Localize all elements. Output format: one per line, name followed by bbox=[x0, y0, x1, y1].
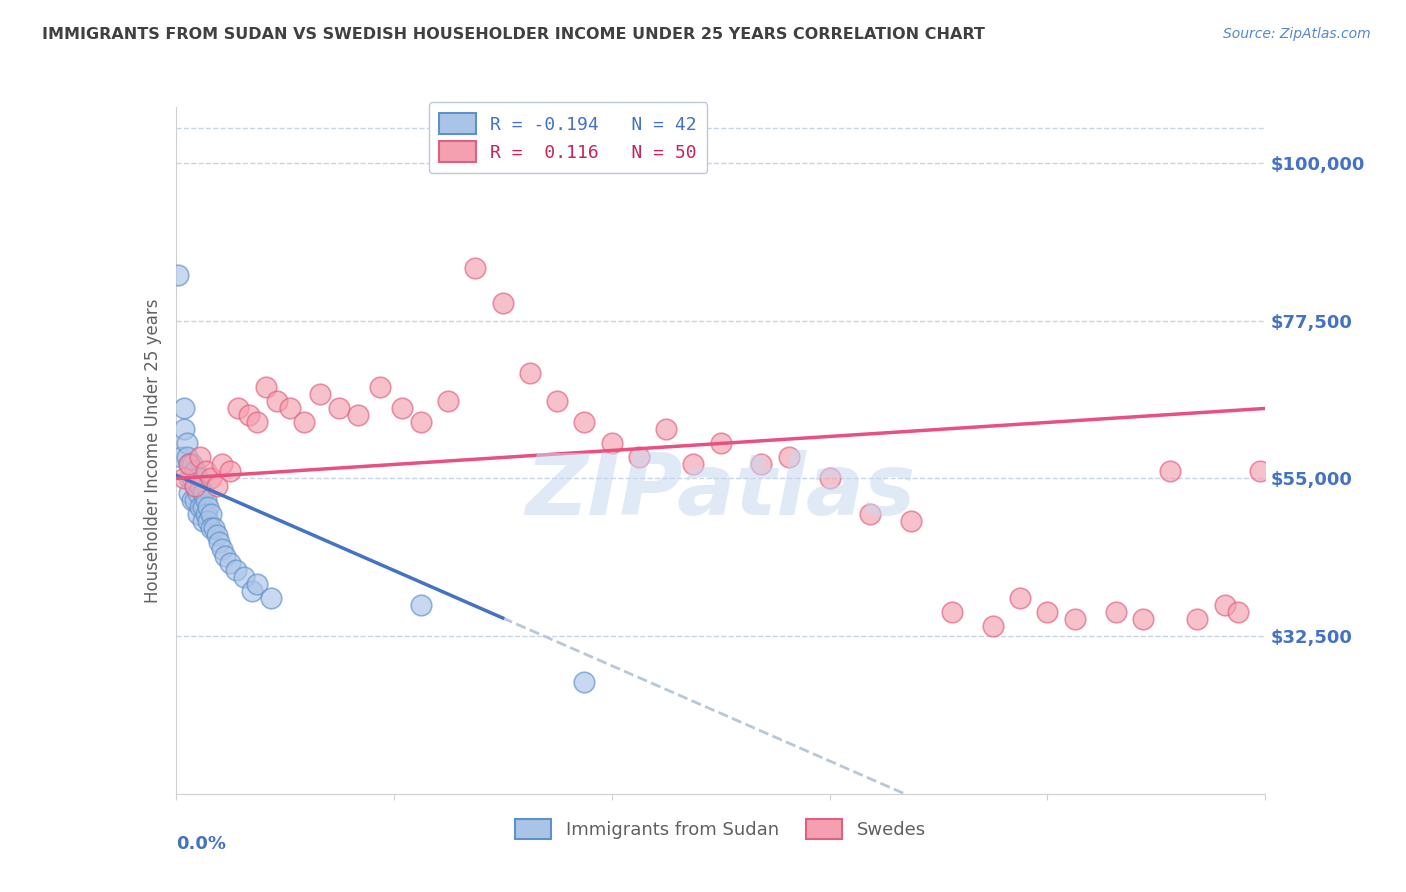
Y-axis label: Householder Income Under 25 years: Householder Income Under 25 years bbox=[143, 298, 162, 603]
Point bbox=[492, 296, 515, 310]
Point bbox=[186, 471, 209, 485]
Point bbox=[197, 514, 219, 528]
Point bbox=[219, 556, 242, 570]
Point bbox=[409, 416, 432, 430]
Point bbox=[574, 674, 596, 689]
Point bbox=[1187, 612, 1209, 626]
Point bbox=[368, 380, 391, 394]
Point bbox=[309, 387, 332, 401]
Text: ZIPatlas: ZIPatlas bbox=[526, 450, 915, 533]
Point bbox=[214, 549, 236, 563]
Point bbox=[682, 458, 704, 472]
Point bbox=[347, 409, 370, 423]
Point bbox=[194, 492, 217, 507]
Point bbox=[254, 380, 277, 394]
Text: 0.0%: 0.0% bbox=[176, 835, 226, 853]
Point bbox=[176, 436, 198, 450]
Point bbox=[238, 409, 260, 423]
Point bbox=[260, 591, 283, 605]
Point bbox=[266, 394, 288, 409]
Point bbox=[519, 367, 541, 381]
Point bbox=[181, 492, 204, 507]
Point bbox=[655, 422, 678, 436]
Point bbox=[197, 500, 219, 514]
Point bbox=[186, 507, 209, 521]
Point bbox=[710, 436, 733, 450]
Point bbox=[1104, 605, 1126, 619]
Point bbox=[391, 401, 413, 416]
Point bbox=[194, 507, 217, 521]
Point bbox=[778, 450, 800, 465]
Point bbox=[179, 458, 201, 472]
Point bbox=[818, 471, 841, 485]
Point bbox=[188, 478, 211, 492]
Point bbox=[188, 450, 211, 465]
Point bbox=[1132, 612, 1154, 626]
Point bbox=[225, 563, 247, 577]
Point bbox=[1010, 591, 1032, 605]
Point bbox=[181, 458, 204, 472]
Point bbox=[859, 507, 882, 521]
Point bbox=[184, 492, 207, 507]
Point bbox=[191, 514, 214, 528]
Point bbox=[184, 465, 207, 479]
Point bbox=[194, 465, 217, 479]
Point bbox=[179, 458, 201, 472]
Point bbox=[409, 598, 432, 612]
Legend: Immigrants from Sudan, Swedes: Immigrants from Sudan, Swedes bbox=[508, 812, 934, 847]
Point bbox=[464, 261, 486, 276]
Point bbox=[191, 500, 214, 514]
Text: IMMIGRANTS FROM SUDAN VS SWEDISH HOUSEHOLDER INCOME UNDER 25 YEARS CORRELATION C: IMMIGRANTS FROM SUDAN VS SWEDISH HOUSEHO… bbox=[42, 27, 986, 42]
Point bbox=[200, 507, 222, 521]
Point bbox=[1249, 465, 1271, 479]
Point bbox=[184, 478, 207, 492]
Point bbox=[170, 450, 193, 465]
Point bbox=[627, 450, 650, 465]
Point bbox=[173, 422, 195, 436]
Point bbox=[437, 394, 460, 409]
Point bbox=[1227, 605, 1250, 619]
Point bbox=[202, 520, 225, 534]
Point bbox=[173, 471, 195, 485]
Point bbox=[179, 485, 201, 500]
Point bbox=[1036, 605, 1059, 619]
Point bbox=[751, 458, 773, 472]
Point bbox=[205, 527, 228, 541]
Point bbox=[208, 534, 231, 549]
Point bbox=[240, 583, 263, 598]
Point bbox=[278, 401, 301, 416]
Point bbox=[1063, 612, 1085, 626]
Point bbox=[600, 436, 623, 450]
Point bbox=[574, 416, 596, 430]
Point bbox=[184, 478, 207, 492]
Point bbox=[167, 268, 190, 283]
Point bbox=[173, 401, 195, 416]
Point bbox=[188, 500, 211, 514]
Point bbox=[181, 471, 204, 485]
Point bbox=[246, 416, 269, 430]
Point bbox=[232, 569, 254, 583]
Point bbox=[941, 605, 963, 619]
Point bbox=[200, 520, 222, 534]
Point bbox=[186, 485, 209, 500]
Point bbox=[179, 471, 201, 485]
Point bbox=[200, 471, 222, 485]
Point bbox=[205, 478, 228, 492]
Point bbox=[328, 401, 350, 416]
Point bbox=[176, 450, 198, 465]
Text: Source: ZipAtlas.com: Source: ZipAtlas.com bbox=[1223, 27, 1371, 41]
Point bbox=[292, 416, 315, 430]
Point bbox=[191, 485, 214, 500]
Point bbox=[546, 394, 568, 409]
Point bbox=[1213, 598, 1236, 612]
Point bbox=[228, 401, 250, 416]
Point bbox=[981, 618, 1004, 632]
Point bbox=[211, 541, 233, 556]
Point bbox=[219, 465, 242, 479]
Point bbox=[211, 458, 233, 472]
Point bbox=[900, 514, 922, 528]
Point bbox=[1159, 465, 1181, 479]
Point bbox=[246, 576, 269, 591]
